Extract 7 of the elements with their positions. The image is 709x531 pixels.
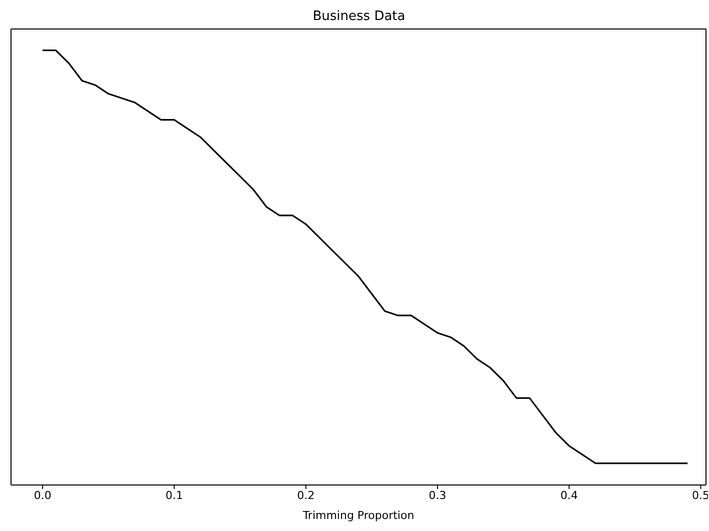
x-tick-label: 0.2	[297, 488, 315, 502]
x-axis-title: Trimming Proportion	[302, 509, 414, 522]
x-tick-label: 0.3	[428, 488, 446, 502]
x-tick-label: 0.4	[560, 488, 578, 502]
x-tick-label: 0.0	[34, 488, 52, 502]
x-tick-label: 0.1	[165, 488, 183, 502]
chart-title: Business Data	[312, 8, 406, 26]
